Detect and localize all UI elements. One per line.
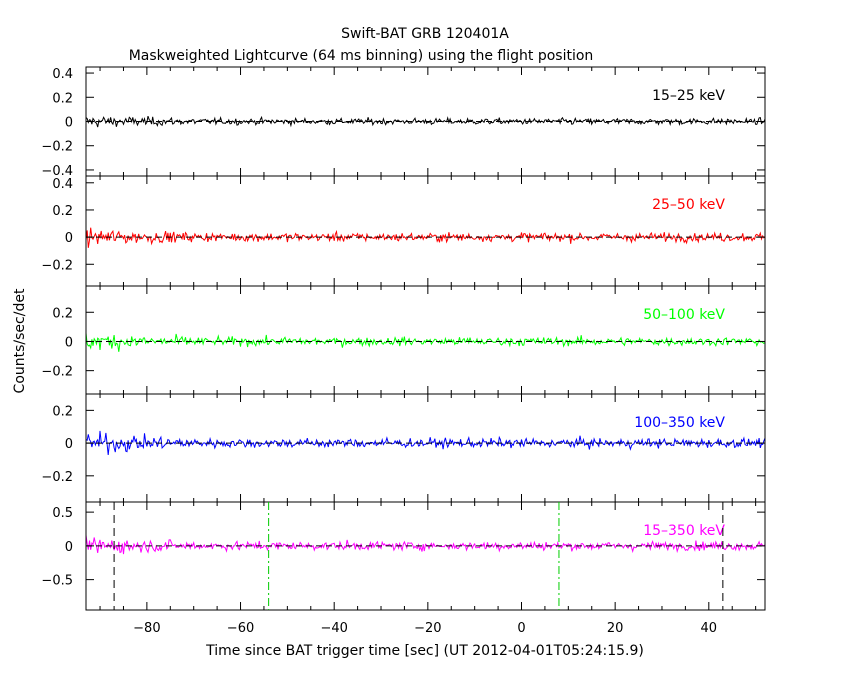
y-tick-label: −0.2 (41, 258, 73, 273)
x-tick-label: −40 (320, 621, 347, 636)
y-tick-label: 0.4 (52, 177, 73, 192)
series-label: 100–350 keV (634, 415, 725, 431)
y-tick-label: 0 (65, 231, 73, 246)
y-tick-label: 0 (65, 116, 73, 131)
series-label: 50–100 keV (643, 307, 725, 323)
y-tick-label: 0.5 (52, 506, 73, 521)
panels-layer: 0.4 0.2 0 −0.2 −0.4 15–25 keV 0.4 0.2 0 −0.2 25–50… (41, 66, 766, 636)
x-tick-label: 40 (701, 621, 718, 636)
chart-subtitle: Maskweighted Lightcurve (64 ms binning) … (129, 48, 594, 64)
panel-frame-4 (85, 501, 766, 611)
y-tick-label: −0.2 (41, 470, 73, 485)
chart-title: Swift-BAT GRB 120401A (341, 26, 509, 42)
y-tick-label: 0.2 (52, 404, 73, 419)
y-tick-label: −0.2 (41, 365, 73, 380)
lightcurve-line-3 (85, 430, 766, 456)
lightcurve-line-0 (85, 115, 766, 128)
series-label: 15–25 keV (652, 88, 725, 104)
y-tick-label: 0.2 (52, 306, 73, 321)
y-tick-label: 0 (65, 335, 73, 350)
x-axis-label: Time since BAT trigger time [sec] (UT 20… (205, 643, 644, 659)
y-axis-label: Counts/sec/det (12, 288, 28, 393)
y-tick-label: 0.2 (52, 204, 73, 219)
x-tick-label: −80 (133, 621, 160, 636)
y-tick-label: 0.2 (52, 91, 73, 106)
series-label: 15–350 keV (643, 523, 725, 539)
lightcurve-line-1 (85, 227, 766, 248)
x-tick-label: −20 (414, 621, 441, 636)
x-tick-label: −60 (227, 621, 254, 636)
lightcurve-line-4 (85, 535, 766, 555)
y-tick-label: −0.2 (41, 140, 73, 155)
series-label: 25–50 keV (652, 197, 725, 213)
y-tick-label: −0.4 (41, 164, 73, 179)
y-tick-label: 0 (65, 540, 73, 555)
y-tick-label: −0.5 (41, 574, 73, 589)
x-tick-label: 20 (607, 621, 624, 636)
x-tick-label: 0 (517, 621, 525, 636)
y-tick-label: 0.4 (52, 67, 73, 82)
y-tick-label: 0 (65, 437, 73, 452)
